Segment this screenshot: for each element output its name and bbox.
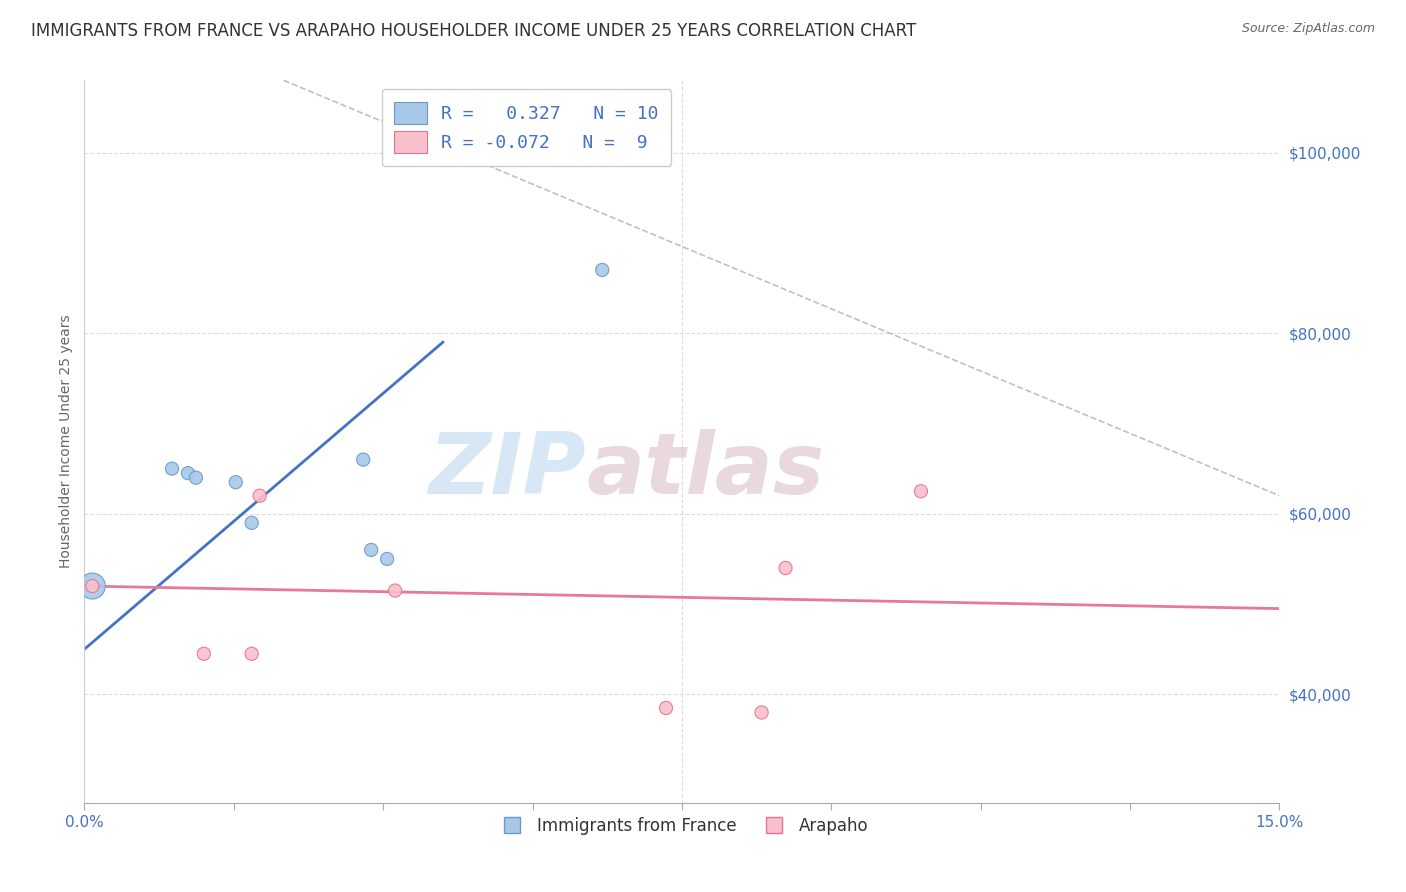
Text: IMMIGRANTS FROM FRANCE VS ARAPAHO HOUSEHOLDER INCOME UNDER 25 YEARS CORRELATION : IMMIGRANTS FROM FRANCE VS ARAPAHO HOUSEH… — [31, 22, 917, 40]
Point — [249, 489, 271, 503]
Point — [384, 583, 406, 598]
Y-axis label: Householder Income Under 25 years: Householder Income Under 25 years — [59, 315, 73, 568]
Point — [591, 263, 613, 277]
Point — [240, 516, 263, 530]
Point — [184, 471, 207, 485]
Point — [82, 579, 104, 593]
Point — [193, 647, 215, 661]
Point — [360, 542, 382, 557]
Point — [751, 706, 773, 720]
Point — [775, 561, 797, 575]
Point — [655, 701, 678, 715]
Legend: Immigrants from France, Arapaho: Immigrants from France, Arapaho — [489, 810, 875, 841]
Point — [82, 579, 104, 593]
Point — [910, 484, 932, 499]
Point — [240, 647, 263, 661]
Point — [177, 466, 200, 480]
Text: atlas: atlas — [586, 429, 824, 512]
Point — [160, 461, 183, 475]
Text: Source: ZipAtlas.com: Source: ZipAtlas.com — [1241, 22, 1375, 36]
Point — [375, 552, 398, 566]
Point — [225, 475, 247, 490]
Point — [352, 452, 374, 467]
Text: ZIP: ZIP — [429, 429, 586, 512]
